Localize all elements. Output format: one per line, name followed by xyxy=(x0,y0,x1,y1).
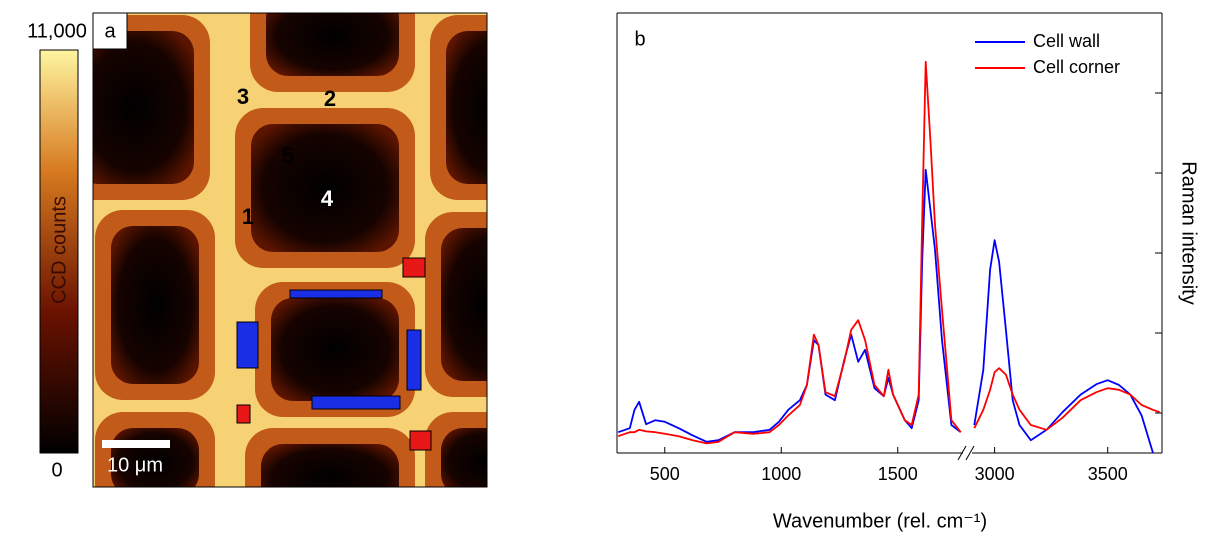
axis-break xyxy=(957,445,967,461)
cell-lumen xyxy=(251,124,399,252)
x-tick-label: 3000 xyxy=(975,464,1015,484)
scale-bar-label: 10 μm xyxy=(107,454,163,476)
panel-label: b xyxy=(634,28,645,50)
colorbar-tick-label: 0 xyxy=(51,459,62,481)
region-corner xyxy=(402,257,426,278)
cell-lumen xyxy=(441,428,487,487)
cell-lumen xyxy=(261,444,399,487)
series-line xyxy=(617,168,962,443)
colorbar xyxy=(39,49,79,454)
point-label: 1 xyxy=(242,204,254,229)
series-line xyxy=(973,239,1154,454)
image-frame xyxy=(92,12,488,488)
region-corner xyxy=(236,404,251,424)
region-wall xyxy=(289,289,383,299)
x-tick-label: 1500 xyxy=(878,464,918,484)
x-tick-label: 1000 xyxy=(761,464,801,484)
x-tick-label: 3500 xyxy=(1088,464,1128,484)
series-line xyxy=(617,60,962,445)
cell-lumen xyxy=(93,31,194,184)
legend-label: Cell wall xyxy=(1033,31,1100,51)
region-wall xyxy=(406,329,422,391)
region-corner xyxy=(409,430,432,451)
y-axis-label: Raman intensity xyxy=(1178,161,1200,304)
point-label: 3 xyxy=(237,84,249,109)
point-label: 4 xyxy=(321,186,334,211)
panel-label-box xyxy=(92,12,128,50)
legend-label: Cell corner xyxy=(1033,57,1120,77)
cell-lumen xyxy=(446,31,487,184)
cell-lumen xyxy=(441,228,487,381)
raman-image xyxy=(93,13,487,487)
scale-bar xyxy=(102,440,170,448)
cell-lumen xyxy=(111,226,199,384)
axis-break xyxy=(965,445,975,461)
series-line xyxy=(973,367,1161,431)
x-tick-label: 500 xyxy=(650,464,680,484)
panel-label: a xyxy=(104,20,116,42)
colorbar-tick-label: 11,000 xyxy=(27,20,87,42)
cell-lumen xyxy=(266,13,399,76)
regions xyxy=(236,257,432,451)
point-label: 5 xyxy=(282,143,294,168)
cell-lumen xyxy=(271,298,399,401)
x-axis-label: Wavenumber (rel. cm⁻¹) xyxy=(773,510,987,532)
region-wall xyxy=(311,395,401,410)
colorbar-label: CCD counts xyxy=(48,196,70,304)
region-wall xyxy=(236,321,259,369)
point-label: 2 xyxy=(324,86,336,111)
